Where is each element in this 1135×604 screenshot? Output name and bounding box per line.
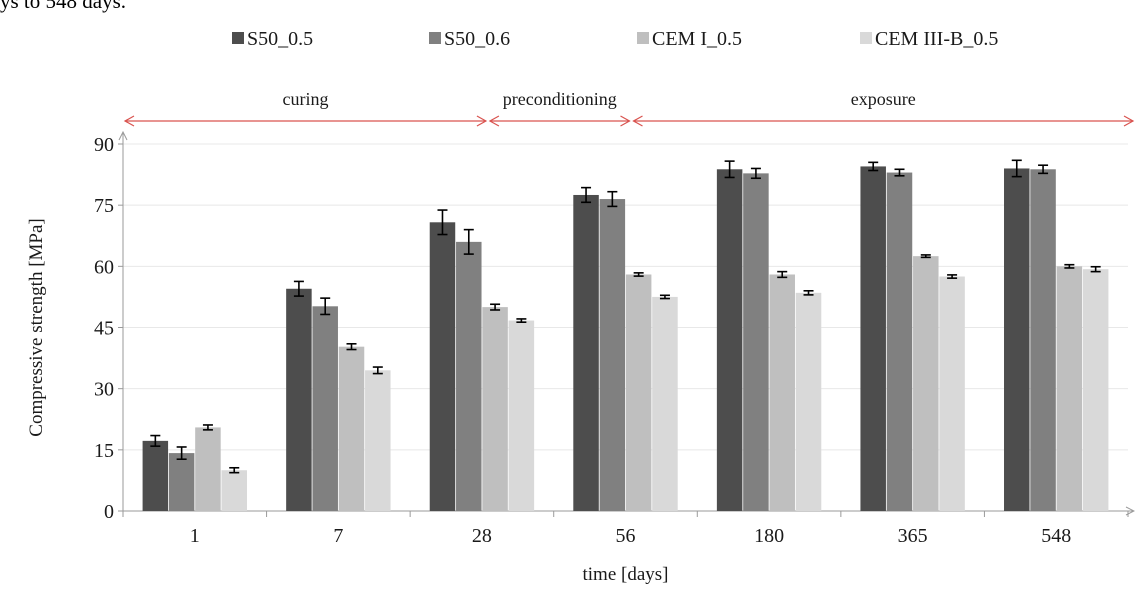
legend-swatch <box>232 32 244 44</box>
phase-arrowhead-right <box>1123 115 1135 127</box>
y-tick-label: 90 <box>94 134 114 156</box>
bar <box>599 199 626 512</box>
y-tick-label: 15 <box>94 440 114 462</box>
legend-swatch <box>637 32 649 44</box>
x-tick-label: 28 <box>472 525 492 547</box>
bar <box>939 276 965 511</box>
y-tick-label: 75 <box>94 195 114 217</box>
bar <box>195 427 221 511</box>
bar <box>716 169 743 511</box>
bar <box>312 306 338 511</box>
bar <box>508 320 535 511</box>
bar <box>456 241 482 511</box>
x-axis-title: time [days] <box>582 564 668 585</box>
bar <box>1030 169 1056 511</box>
legend-label: CEM III-B_0.5 <box>875 28 998 50</box>
y-tick-label: 45 <box>94 318 114 340</box>
bar <box>795 292 822 511</box>
bar <box>1004 168 1030 511</box>
legend-swatch <box>429 32 441 44</box>
bar <box>338 346 365 511</box>
x-tick-label: 548 <box>1041 525 1071 547</box>
truncated-caption-text: ys to 548 days. <box>0 0 126 13</box>
bar <box>573 194 599 511</box>
phase-label: preconditioning <box>503 89 617 109</box>
y-axis-arrowhead <box>118 130 128 141</box>
x-tick-label: 1 <box>190 525 200 547</box>
x-tick-label: 365 <box>898 525 928 547</box>
y-tick-label: 0 <box>104 501 114 523</box>
phase-arrowhead-left <box>123 115 135 127</box>
phase-label: curing <box>282 89 328 109</box>
y-axis-title: Compressive strength [MPa] <box>26 218 47 436</box>
bar <box>886 172 913 512</box>
y-tick-label: 60 <box>94 256 114 278</box>
phase-arrowhead-right <box>476 115 488 127</box>
legend-label: S50_0.6 <box>444 28 510 50</box>
bar <box>743 173 769 512</box>
bar <box>221 470 247 511</box>
bar <box>769 274 795 511</box>
bar <box>286 288 312 511</box>
phase-arrowhead-left <box>632 115 643 127</box>
bar <box>482 307 508 511</box>
bar <box>168 453 195 511</box>
x-tick-label: 7 <box>333 525 343 547</box>
phase-arrowhead-left <box>488 115 500 127</box>
bar <box>913 256 939 511</box>
bar <box>365 370 391 511</box>
bar <box>625 274 652 511</box>
phase-arrowhead-right <box>620 115 631 127</box>
legend-label: CEM I_0.5 <box>652 28 742 50</box>
bar <box>142 440 169 511</box>
y-tick-label: 30 <box>94 379 114 401</box>
legend-label: S50_0.5 <box>247 28 313 50</box>
legend-swatch <box>860 32 872 44</box>
bar <box>429 222 456 511</box>
phase-label: exposure <box>851 89 916 109</box>
bar <box>860 166 886 511</box>
x-tick-label: 180 <box>754 525 784 547</box>
bar <box>1082 269 1109 511</box>
x-axis-arrowhead <box>1125 506 1135 516</box>
x-tick-label: 56 <box>616 525 636 547</box>
bar <box>1056 266 1083 511</box>
bar <box>652 296 678 511</box>
